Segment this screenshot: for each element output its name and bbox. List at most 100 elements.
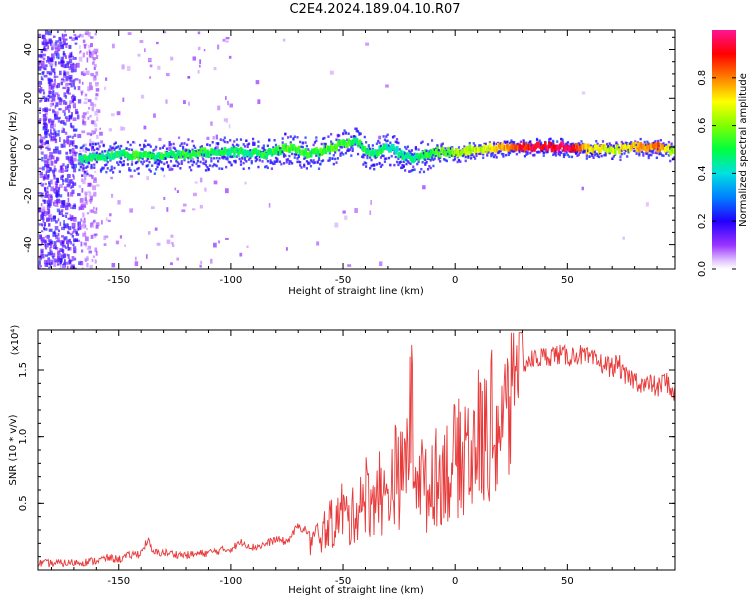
spectrogram-noise-cell (95, 55, 99, 58)
spectrogram-ridge-cell (630, 144, 633, 151)
spectrogram-halo-cell (336, 134, 339, 138)
spectrogram-noise-cell (73, 163, 77, 169)
spectrogram-noise-cell (93, 210, 98, 214)
spectrogram-halo-cell (350, 135, 353, 139)
spectrogram-ridge-cell (308, 150, 312, 157)
spectrogram-noise-cell (54, 61, 57, 67)
spectrogram-halo-cell (553, 152, 556, 156)
spectrogram-ridge-cell (264, 150, 267, 157)
spectrogram-ridge-cell (409, 154, 413, 161)
spectrogram-halo-cell (274, 156, 278, 160)
spectrogram-halo-cell (653, 142, 656, 145)
spectrogram-noise-cell (51, 155, 54, 160)
spectrogram-halo-cell (206, 143, 209, 146)
spectrogram-ridge-cell (328, 146, 332, 153)
spectrogram-halo-cell (348, 148, 352, 152)
spectrogram-halo-cell (239, 163, 243, 166)
spectrogram-halo-cell (243, 157, 247, 160)
spectrogram-noise-cell (66, 71, 70, 75)
spectrogram-halo-cell (648, 153, 652, 157)
spectrogram-halo-cell (191, 148, 194, 152)
spectrogram-noise-cell (244, 181, 247, 185)
spectrogram-ridge-cell (291, 145, 294, 152)
spectrogram-noise-cell (41, 183, 44, 187)
spectrogram-halo-cell (447, 152, 450, 156)
spectrogram-halo-cell (167, 165, 170, 169)
spectrogram-halo-cell (289, 160, 292, 163)
spectrogram-noise-cell (58, 98, 63, 102)
spectrogram-noise-cell (39, 135, 43, 141)
spectrogram-halo-cell (242, 167, 245, 171)
spectrogram-noise-cell (58, 108, 62, 111)
spectrogram-halo-cell (274, 160, 278, 163)
spectrogram-halo-cell (147, 143, 150, 147)
spectrogram-noise-cell (48, 133, 51, 136)
spectrogram-noise-cell (61, 34, 65, 40)
spectrogram-noise-cell (52, 173, 55, 177)
spectrogram-noise-cell (139, 40, 144, 43)
spectrogram-halo-cell (144, 144, 147, 148)
spectrogram-noise-cell (155, 41, 159, 45)
spectrogram-noise-cell (53, 148, 57, 154)
spectrogram-noise-cell (42, 115, 46, 120)
spectrogram-halo-cell (538, 150, 541, 154)
spectrogram-noise-cell (40, 182, 43, 186)
spectrogram-halo-cell (198, 164, 201, 168)
spectrogram-halo-cell (133, 169, 136, 172)
spectrogram-halo-cell (309, 164, 313, 168)
spectrogram-halo-cell (482, 156, 485, 160)
spectrogram-noise-cell (92, 77, 97, 82)
spectrogram-noise-cell (67, 197, 70, 203)
snr-series-line (38, 332, 675, 568)
spectrogram-halo-cell (246, 143, 249, 146)
spectrogram-ridge-cell (295, 147, 298, 154)
spectrogram-noise-cell (59, 248, 64, 252)
spectrogram-ridge-cell (97, 153, 100, 160)
spectrogram-halo-cell (282, 153, 286, 156)
spectrogram-noise-cell (57, 232, 60, 237)
spectrogram-halo-cell (328, 158, 331, 162)
spectrogram-halo-cell (439, 156, 442, 160)
spectrogram-halo-cell (469, 153, 473, 157)
spectrogram-halo-cell (142, 160, 146, 163)
spectrogram-ridge-cell (448, 151, 452, 158)
spectrogram-noise-cell (105, 217, 108, 222)
spectrogram-noise-cell (55, 85, 58, 88)
spectrogram-noise-cell (197, 46, 201, 51)
spectrogram-halo-cell (566, 141, 570, 144)
spectrogram-noise-cell (53, 130, 57, 135)
spectrogram-halo-cell (397, 141, 400, 145)
spectrogram-ridge-cell (482, 147, 485, 154)
spectrogram-halo-cell (449, 146, 453, 150)
spectrogram-halo-cell (164, 157, 167, 160)
spectrogram-noise-cell (163, 196, 166, 201)
spectrogram-noise-cell (174, 187, 177, 191)
spectrogram-noise-cell (45, 171, 48, 176)
spectrogram-halo-cell (338, 134, 341, 137)
spectrogram-ridge-cell (653, 143, 656, 150)
spectrogram-noise-cell (49, 199, 53, 204)
spectrogram-ridge-cell (437, 151, 441, 158)
spectrogram-ridge-cell (257, 149, 260, 156)
spectrogram-halo-cell (635, 152, 638, 155)
spectrogram-halo-cell (600, 154, 603, 158)
spectrogram-halo-cell (394, 140, 397, 144)
spectrogram-noise-cell (70, 51, 73, 57)
spectrogram-halo-cell (650, 153, 653, 157)
spectrogram-noise-cell (100, 140, 104, 144)
spectrogram-noise-cell (70, 80, 73, 84)
spectrogram-ridge-cell (144, 150, 147, 157)
spectrogram-noise-cell (60, 81, 63, 86)
spectrogram-halo-cell (385, 135, 388, 138)
spectrogram-noise-cell (48, 223, 51, 227)
spectrogram-ridge-cell (514, 144, 518, 151)
spectrogram-halo-cell (386, 139, 389, 143)
spectrogram-noise-cell (257, 99, 261, 105)
spectrogram-ridge-cell (93, 153, 96, 160)
spectrogram-ridge-cell (661, 144, 664, 151)
spectrogram-noise-cell (68, 238, 71, 243)
spectrogram-ridge-cell (393, 146, 396, 153)
spectrogram-halo-cell (198, 149, 201, 152)
spectrogram-halo-cell (277, 150, 280, 154)
spectrogram-halo-cell (78, 153, 81, 156)
